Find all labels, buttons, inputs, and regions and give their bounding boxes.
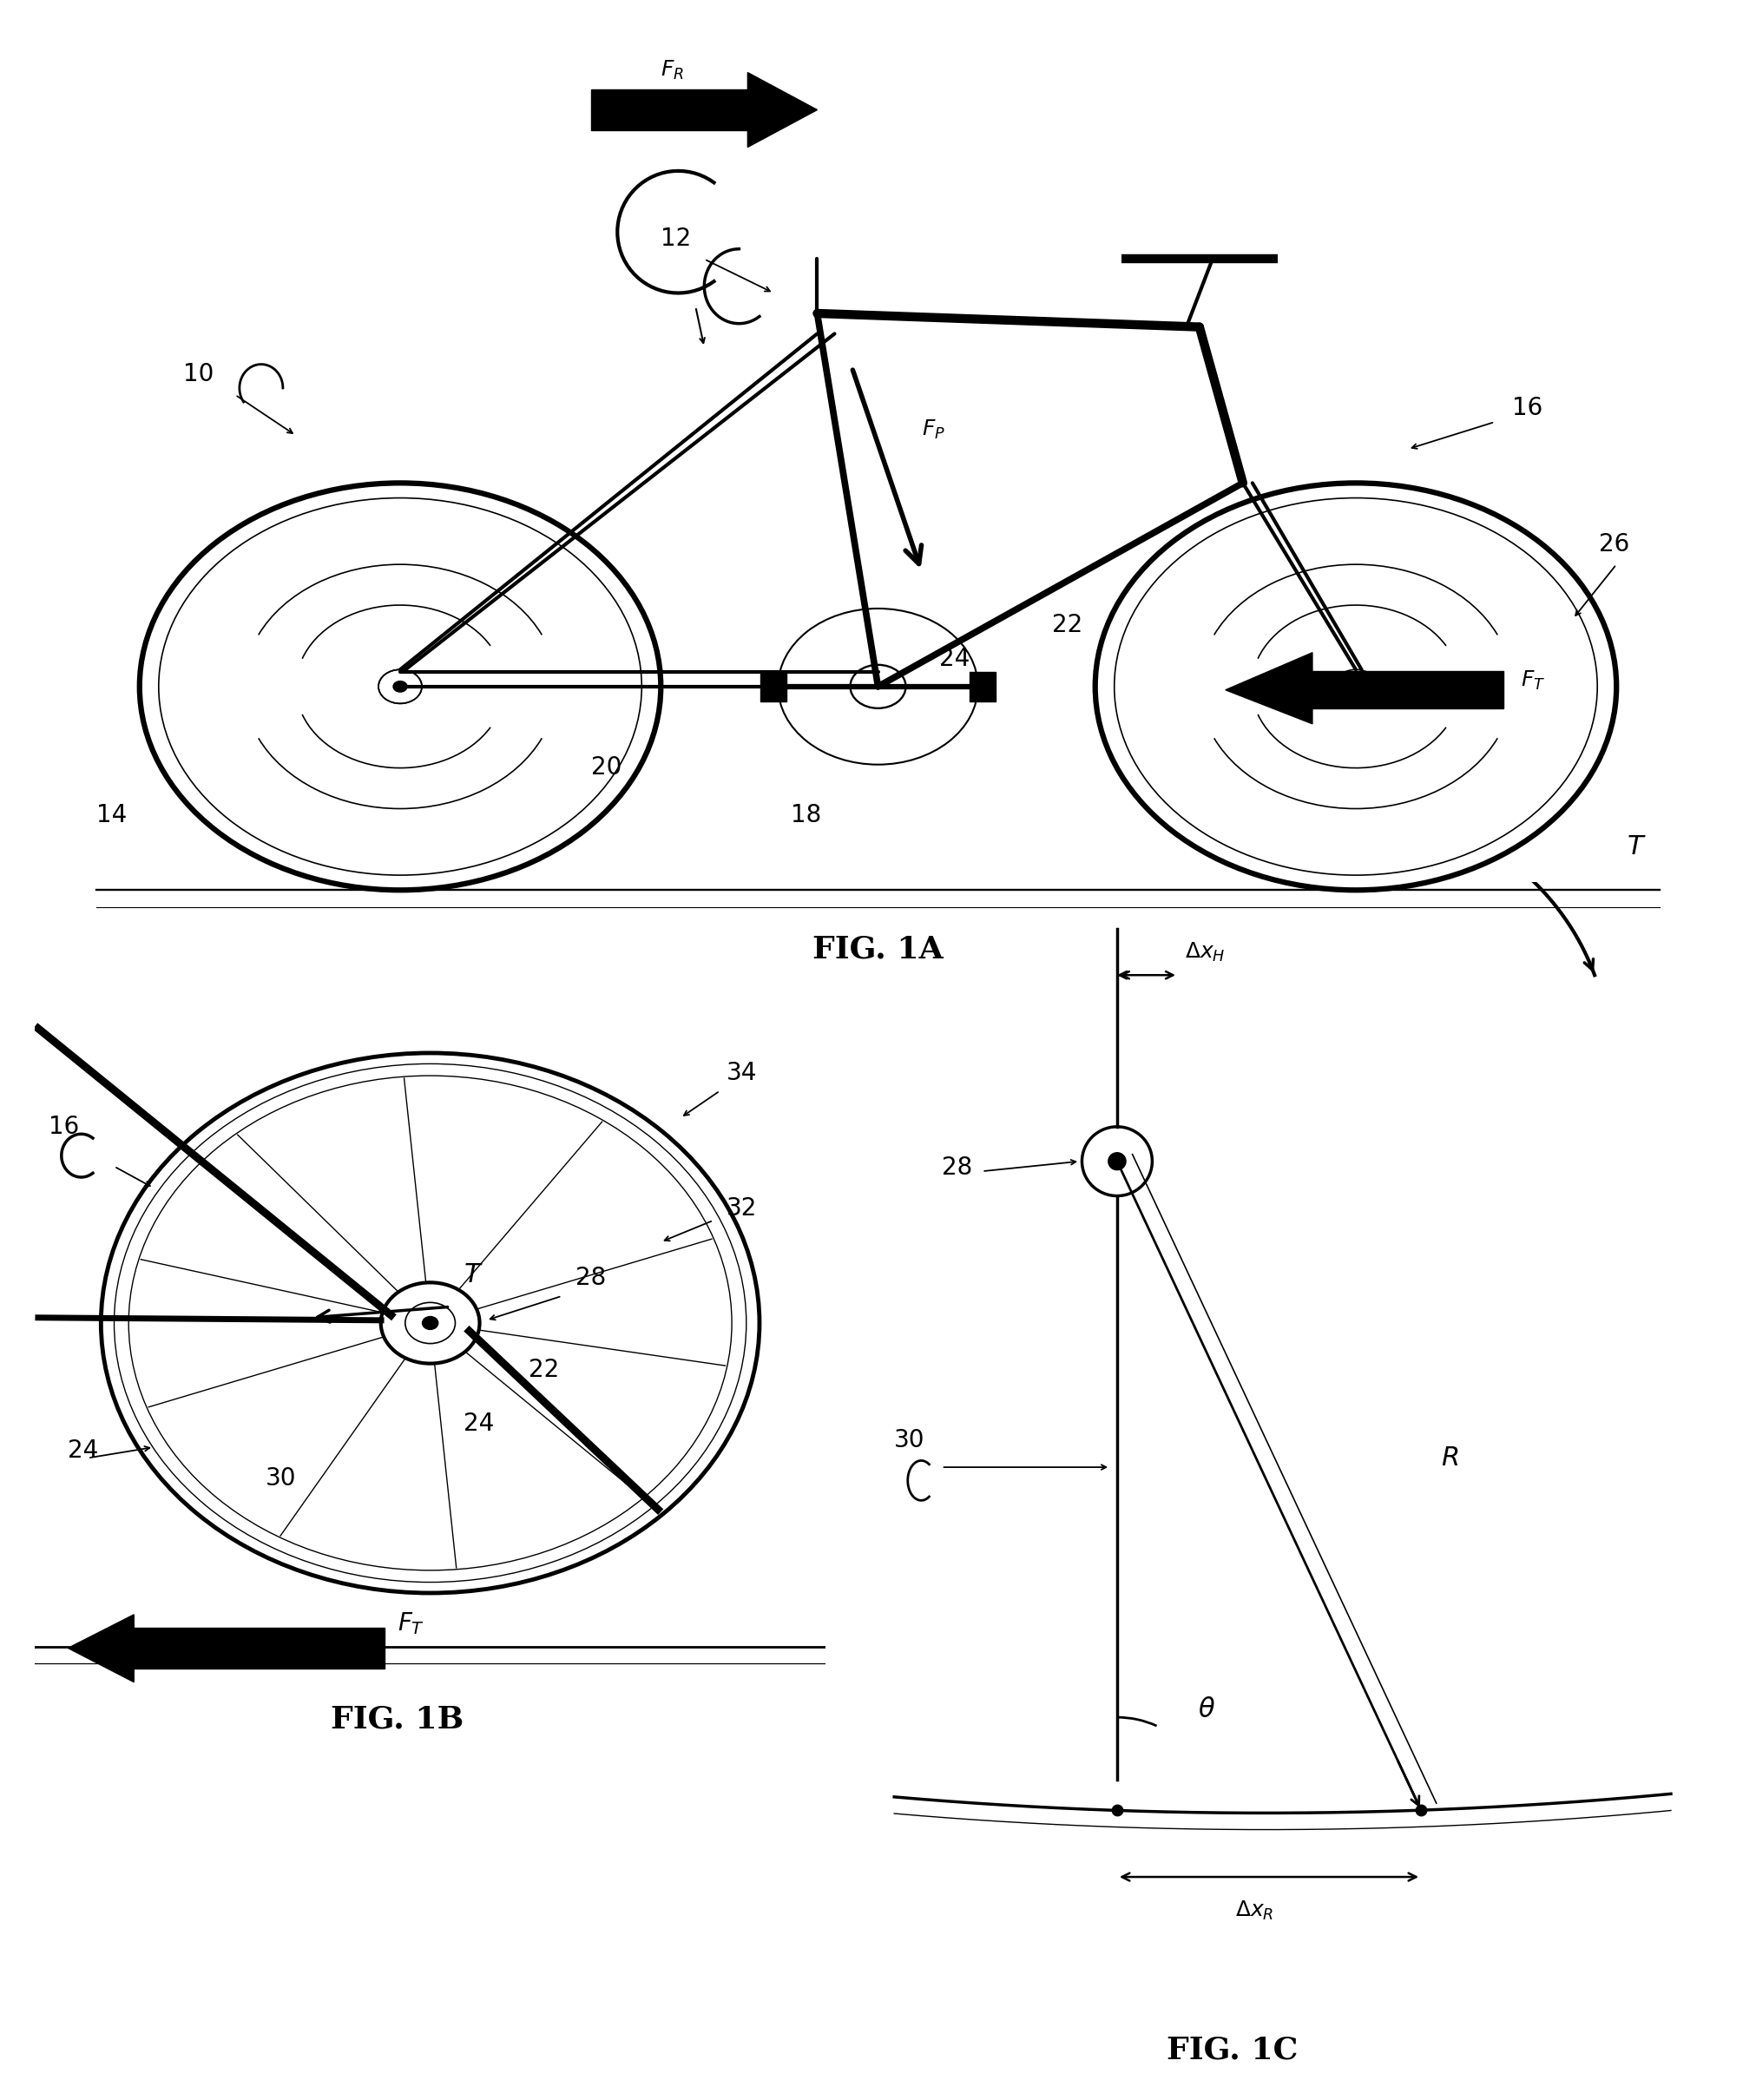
Text: $F_T$: $F_T$: [397, 1611, 425, 1636]
Text: $F_T$: $F_T$: [1521, 670, 1545, 691]
Text: 30: 30: [265, 1466, 297, 1491]
Text: FIG. 1B: FIG. 1B: [330, 1705, 464, 1735]
Text: 14: 14: [97, 802, 126, 827]
Text: 26: 26: [1600, 531, 1630, 556]
Text: 22: 22: [529, 1359, 560, 1382]
Polygon shape: [68, 1615, 133, 1682]
Text: 16: 16: [47, 1115, 79, 1138]
Text: 30: 30: [894, 1428, 925, 1453]
Text: $F_R$: $F_R$: [660, 59, 685, 82]
Polygon shape: [748, 74, 817, 147]
Text: $T$: $T$: [464, 1262, 483, 1287]
Text: 28: 28: [574, 1266, 606, 1289]
Text: 18: 18: [792, 802, 822, 827]
Text: 24: 24: [68, 1438, 98, 1464]
Text: $\Delta x_R$: $\Delta x_R$: [1234, 1900, 1273, 1922]
Text: $T$: $T$: [1626, 834, 1645, 859]
Text: 10: 10: [183, 361, 214, 386]
Polygon shape: [1226, 653, 1312, 724]
Text: 28: 28: [941, 1155, 973, 1180]
Circle shape: [1349, 680, 1363, 693]
Text: 12: 12: [660, 227, 692, 250]
Circle shape: [1108, 1153, 1126, 1170]
Text: $\Delta x_H$: $\Delta x_H$: [1185, 941, 1226, 964]
Text: 32: 32: [727, 1195, 757, 1220]
Circle shape: [421, 1317, 437, 1329]
Bar: [969, 672, 996, 701]
Text: $\theta$: $\theta$: [1198, 1697, 1215, 1722]
Text: $R$: $R$: [1442, 1445, 1459, 1470]
Bar: [592, 90, 748, 130]
Text: FIG. 1C: FIG. 1C: [1166, 2035, 1298, 2064]
Text: $F_P$: $F_P$: [922, 418, 945, 441]
Text: 24: 24: [939, 647, 969, 672]
Text: 22: 22: [1052, 613, 1082, 638]
Text: 20: 20: [592, 756, 622, 779]
Text: 16: 16: [1512, 397, 1544, 420]
Text: 24: 24: [464, 1411, 493, 1436]
Text: 34: 34: [727, 1060, 757, 1086]
Bar: [133, 1628, 385, 1670]
Bar: [760, 672, 787, 701]
Circle shape: [393, 680, 407, 693]
Text: FIG. 1A: FIG. 1A: [813, 934, 943, 964]
Bar: [1312, 670, 1503, 708]
